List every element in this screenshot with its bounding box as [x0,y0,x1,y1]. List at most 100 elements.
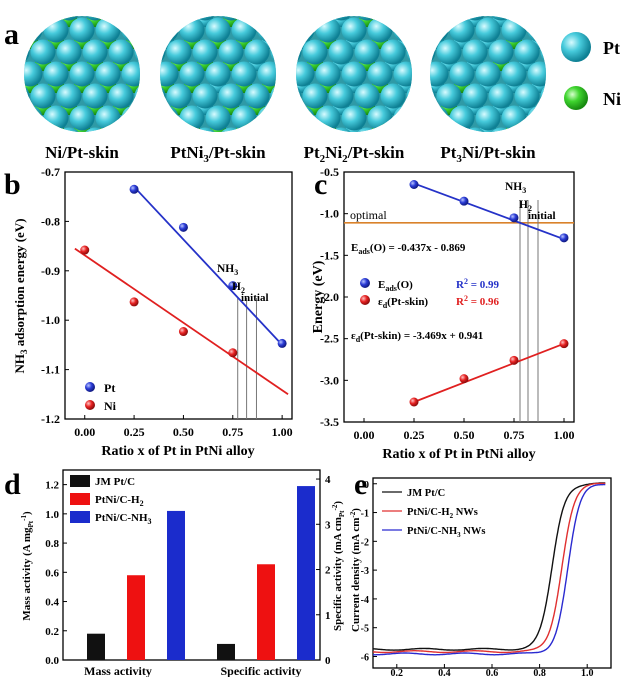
curve [372,482,606,654]
pt-surface-atom [264,18,289,43]
pt-surface-atom [475,105,501,131]
pt-atom [389,11,405,27]
data-b [74,184,289,419]
y-tick-label: 0.6 [45,567,59,579]
legend-swatch-jm-d [70,475,90,487]
pt-atom [398,165,414,181]
pt-surface-atom [205,105,231,131]
pt-surface-atom [108,39,134,65]
pt-surface-atom [56,83,82,109]
data-d [87,486,315,660]
data-point [228,348,238,358]
pt-surface-atom [398,106,423,131]
y-axis-label-c: Energy (eV) [311,260,326,333]
pt-surface-atom [95,105,121,131]
ni-atom [275,16,276,27]
pt-surface-atom [43,61,69,87]
y-tick-label: 1.0 [45,509,59,521]
pt-surface-atom [430,83,436,109]
pt-surface-atom [82,83,108,109]
r2-ed-c: R2 = 0.96 [456,294,499,308]
data-point [80,245,90,255]
pt-atom [296,121,310,132]
ni-atom [100,0,116,5]
ni-atom [236,165,252,181]
marker-initial-b: initial [241,292,269,304]
ni-atom [22,0,38,5]
ni-atom [100,165,116,181]
pt-surface-atom [160,105,179,131]
structure-label-1: Ni/Pt-skin [45,143,119,162]
pt-surface-atom [24,61,43,87]
pt-atom [428,165,444,181]
structure-label-2: PtNi3/Pt-skin [170,143,266,165]
x-axis-label-b: Ratio x of Pt in PtNi alloy [101,444,254,459]
x-tick-label: 0.25 [124,425,145,439]
pt-surface-atom [296,83,302,109]
legend-pt-label: Pt [603,38,620,58]
pt-surface-atom [121,105,140,131]
pt-atom [294,165,310,181]
x-category-2-d: Specific activity [221,664,302,677]
x-tick-label: 0.00 [74,425,95,439]
ni-atom [597,143,613,159]
y-tick-label: -6 [361,652,369,663]
legend-nh3-d: PtNi/C-NH3 [95,512,152,526]
ni-atom [119,11,135,27]
pt-atom [415,143,431,159]
y-tick-label: -2.5 [320,332,339,346]
y-tick-label: -2 [361,537,369,548]
data-point [459,374,469,384]
pt-surface-atom [284,106,309,131]
legend-ni-label: Ni [603,89,621,109]
pt-surface-atom [30,83,56,109]
legend-jm-d: JM Pt/C [95,476,135,488]
data-point [129,184,139,194]
pt-surface-atom [430,127,436,132]
pt-surface-atom [315,17,341,43]
data-point [559,233,569,243]
structure-label-4: Pt3Ni/Pt-skin [440,143,536,165]
panel-b: b 0.00 0.25 0.50 0.75 1.00 -0.7 -0.8 -0.9 -1.0 -1… [4,165,293,459]
pt-atom [532,165,548,181]
data-point [129,297,139,307]
ni-atom [74,0,90,5]
pt-atom [106,0,122,5]
ni-atom [132,165,148,181]
pt-surface-atom [43,17,69,43]
marker-nh3-c: NH3 [505,181,526,195]
pt-surface-atom [56,39,82,65]
legend-ed-label-c: εd(Pt-skin) [378,296,428,310]
legend-ed-marker-c [360,295,370,305]
ni-atom [320,0,336,5]
y-tick-label: -0.9 [41,264,60,278]
y-tick-label: -1.0 [320,207,339,221]
ni-atom [152,165,168,181]
ni-atom [152,0,168,5]
ni-atom [74,165,90,181]
ni-atom [288,121,304,137]
pt-surface-atom [406,127,412,132]
pt-surface-atom [244,16,270,21]
legend-pt-atom [561,32,591,62]
pt-atom [430,16,431,27]
legend-h2-e: PtNi/C-H2 NWs [407,507,478,520]
pt-surface-atom [128,18,153,43]
ni-atom [132,33,148,49]
data-point [409,397,419,407]
pt-atom [430,99,431,115]
panel-a: a Ni/Pt-skin PtNi3/Pt-skin Pt2Ni2/Pt-ski… [0,0,621,181]
pt-surface-atom [449,61,475,87]
pt-surface-atom [430,105,449,131]
data-point [509,213,519,223]
ni-atom [184,0,200,5]
pt-atom [584,77,600,93]
pt-atom [346,165,362,181]
r2-ads-c: R2 = 0.99 [456,277,499,291]
ni-atom [424,121,440,137]
pt-surface-atom [0,62,17,87]
pt-atom [294,0,310,5]
y-tick-label: -1 [361,509,369,520]
pt-atom [242,165,258,181]
ni-atom [268,165,284,181]
